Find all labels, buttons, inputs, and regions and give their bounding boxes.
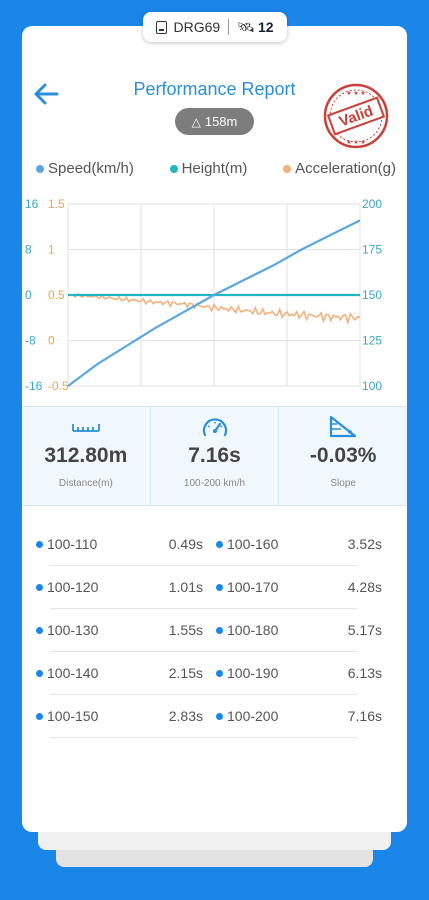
split-time: 6.13s [347,665,382,681]
valid-stamp: Valid ★ ★ ★ ★ ★ ★ [323,83,389,149]
stat-slope: -0.03% Slope [278,407,407,505]
performance-chart: 16 8 0 -8 -16 1.5 1 0.5 0 -0.5 200 175 150 125 100 [25,197,382,393]
page-title: Performance Report [133,79,296,99]
tick-label-speed: 200 [362,197,382,211]
split-range: 100-120 [47,579,99,595]
legend-item-height[interactable]: Height(m) [169,160,248,177]
legend-item-acceleration[interactable]: Acceleration(g) [283,160,396,177]
tick-label-speed: 150 [362,288,382,302]
chart-ticks: 16 8 0 -8 -16 1.5 1 0.5 0 -0.5 200 175 150 125 100 [25,197,382,393]
stat-distance: 312.80m Distance(m) [22,407,150,505]
list-item: 100-150 2.83s 100-200 7.16s [22,695,407,738]
bullet-dot [36,540,43,548]
stat-value-slope: -0.03% [309,444,377,467]
row-divider [50,737,357,738]
split-time: 1.55s [168,622,203,638]
bullet-dot [36,583,43,591]
row-divider [50,694,357,695]
tick-label-height: 8 [25,243,32,257]
row-divider [50,565,357,566]
split-range: 100-130 [47,622,99,638]
tick-label-height: 0 [25,288,32,302]
bullet-dot [216,583,223,591]
stat-label-distance: Distance(m) [58,478,113,489]
satellite-count: 12 [257,19,274,35]
bullet-dot [36,712,43,720]
mountain-icon: △ [191,114,201,129]
list-item: 100-130 1.55s 100-180 5.17s [22,609,407,652]
split-time: 0.49s [168,536,203,552]
chart-series [67,219,361,387]
legend-item-speed[interactable]: Speed(km/h) [36,160,134,177]
tick-label-speed: 100 [362,379,382,393]
legend-label-height: Height(m) [181,160,248,177]
split-range: 100-160 [227,536,279,552]
bullet-dot [36,626,43,634]
stat-label-time: 100-200 km/h [183,478,246,489]
device-icon [156,20,168,34]
split-range: 100-200 [227,708,279,724]
ruler-icon [71,415,100,439]
bullet-dot [36,669,43,677]
pill-divider [228,19,230,35]
tick-label-speed: 175 [362,243,382,257]
back-arrow-icon[interactable] [30,78,62,110]
slope-icon [328,415,358,439]
split-time: 1.01s [168,579,203,595]
tick-label-speed: 125 [362,334,382,348]
tick-label-acceleration: 1.5 [48,197,65,211]
stat-time: 7.16s 100-200 km/h [149,407,279,505]
tick-label-acceleration: 0.5 [48,288,65,302]
altitude-value: 158m [204,114,238,129]
bullet-dot [216,540,223,548]
split-time: 4.28s [347,579,382,595]
split-range: 100-110 [47,536,98,552]
split-time: 2.15s [168,665,203,681]
stat-value-distance: 312.80m [44,444,128,467]
split-range: 100-150 [47,708,99,724]
tick-label-height: -8 [25,334,36,348]
chart-legend: Speed(km/h) Height(m) Acceleration(g) [36,160,396,177]
stat-label-slope: Slope [330,478,356,489]
legend-dot-acceleration [283,164,292,173]
tick-label-acceleration: 1 [48,243,55,257]
split-range: 100-140 [47,665,99,681]
report-card: Performance Report Valid ★ ★ ★ ★ ★ ★ △ 1… [22,26,407,832]
tick-label-acceleration: 0 [48,334,55,348]
series-line-speed [67,219,361,387]
tick-label-height: 16 [25,197,39,211]
list-item: 100-110 0.49s 100-160 3.52s [22,523,407,566]
bullet-dot [216,712,223,720]
svg-text:★ ★ ★: ★ ★ ★ [346,139,365,146]
row-divider [50,651,357,652]
split-time: 3.52s [347,536,382,552]
tick-label-acceleration: -0.5 [48,379,69,393]
legend-dot-height [169,164,178,173]
tick-label-height: -16 [25,379,43,393]
list-item: 100-120 1.01s 100-170 4.28s [22,566,407,609]
speedometer-icon [201,415,229,439]
split-time: 2.83s [168,708,203,724]
split-range: 100-190 [227,665,279,681]
legend-dot-speed [36,164,44,173]
split-range: 100-170 [227,579,279,595]
bullet-dot [216,626,223,634]
svg-text:★ ★ ★: ★ ★ ★ [346,90,365,97]
legend-label-acceleration: Acceleration(g) [295,160,396,177]
bullet-dot [216,669,223,677]
device-status-pill[interactable]: DRG69 🛰︎ 12 [143,12,287,42]
split-time: 7.16s [347,708,382,724]
split-time: 5.17s [347,622,382,638]
list-item: 100-140 2.15s 100-190 6.13s [22,652,407,695]
series-line-acceleration [67,292,361,326]
stats-panel: 312.80m Distance(m) 7.16s 100-200 km/h -… [22,406,407,506]
satellite-icon: 🛰︎ [237,18,255,35]
split-range: 100-180 [227,622,279,638]
stat-value-time: 7.16s [188,444,241,467]
legend-label-speed: Speed(km/h) [48,160,134,177]
row-divider [50,608,357,609]
split-times-list: 100-110 0.49s 100-160 3.52s 100-120 1.01… [22,523,407,738]
altitude-badge: △ 158m [175,108,254,135]
device-name: DRG69 [173,19,221,35]
